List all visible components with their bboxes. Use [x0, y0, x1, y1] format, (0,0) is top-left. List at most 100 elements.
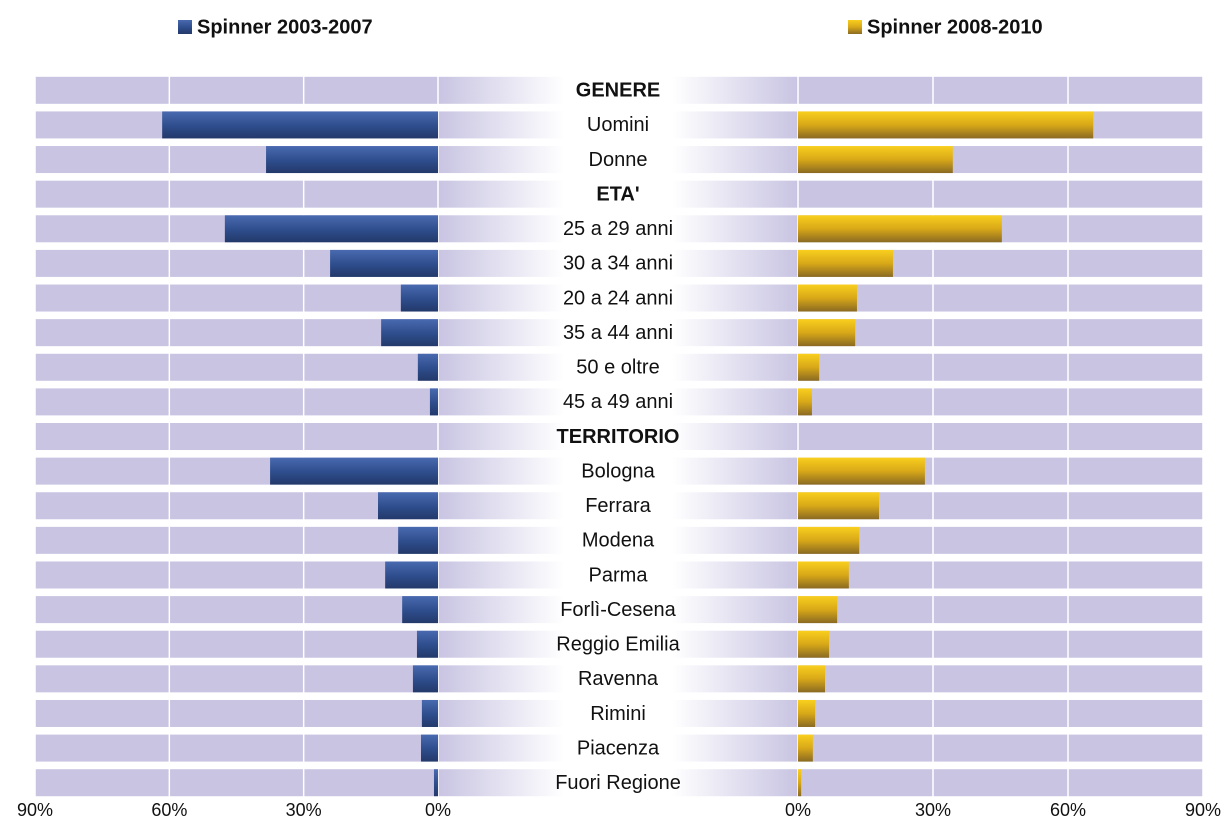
row-bg — [438, 561, 798, 589]
row-bg — [798, 423, 1203, 451]
bar — [798, 734, 813, 762]
bar — [798, 630, 830, 658]
row-bg — [35, 561, 438, 589]
bar — [420, 734, 438, 762]
x-tick-label: 30% — [915, 800, 951, 820]
bar — [798, 699, 816, 727]
legend-label: Spinner 2003-2007 — [197, 16, 373, 38]
bar — [421, 699, 438, 727]
bar — [377, 492, 438, 520]
x-tick-label: 0% — [785, 800, 811, 820]
row-bg — [438, 319, 798, 347]
row-bg — [798, 76, 1203, 104]
bar — [798, 353, 820, 381]
row-bg — [438, 492, 798, 520]
legend-swatch — [848, 20, 862, 34]
row-bg — [438, 249, 798, 277]
x-tick-label: 0% — [425, 800, 451, 820]
row-bg — [798, 769, 1203, 797]
row-bg — [35, 492, 438, 520]
row-bg — [798, 319, 1203, 347]
row-bg — [798, 596, 1203, 624]
row-bg — [438, 596, 798, 624]
bar — [798, 665, 825, 693]
category-label: Reggio Emilia — [556, 634, 680, 656]
row-bg — [35, 76, 438, 104]
bar — [270, 457, 438, 485]
row-bg — [438, 284, 798, 312]
row-bg — [35, 699, 438, 727]
row-bg — [438, 699, 798, 727]
row-bg — [798, 734, 1203, 762]
x-tick-label: 60% — [151, 800, 187, 820]
bar — [798, 457, 925, 485]
row-bg — [35, 353, 438, 381]
x-tick-label: 60% — [1050, 800, 1086, 820]
row-bg — [438, 146, 798, 174]
row-bg — [438, 353, 798, 381]
row-bg — [798, 630, 1203, 658]
bar — [330, 249, 438, 277]
category-label: Forlì-Cesena — [560, 599, 676, 621]
row-bg — [438, 388, 798, 416]
bar — [398, 526, 438, 554]
row-bg — [798, 526, 1203, 554]
row-bg — [798, 388, 1203, 416]
legend-swatch — [178, 20, 192, 34]
bar — [417, 353, 438, 381]
category-label: Modena — [582, 530, 655, 552]
bar — [798, 388, 812, 416]
category-label: Donne — [589, 149, 648, 171]
row-bg — [35, 388, 438, 416]
row-bg — [35, 526, 438, 554]
category-label: 25 a 29 anni — [563, 218, 673, 240]
category-label: Uomini — [587, 114, 649, 136]
category-label: Piacenza — [577, 737, 660, 759]
bar — [433, 769, 438, 797]
bar — [798, 215, 1002, 243]
bar — [266, 146, 438, 174]
row-bg — [798, 353, 1203, 381]
row-bg — [438, 215, 798, 243]
x-tick-label: 30% — [286, 800, 322, 820]
category-label: Rimini — [590, 703, 646, 725]
row-bg — [438, 423, 798, 451]
bar — [402, 596, 438, 624]
bar — [798, 319, 856, 347]
category-label: 30 a 34 anni — [563, 253, 673, 275]
row-bg — [438, 111, 798, 139]
row-bg — [35, 319, 438, 347]
row-bg — [35, 180, 438, 208]
category-label: Fuori Regione — [555, 772, 681, 794]
row-bg — [35, 284, 438, 312]
bar — [798, 111, 1094, 139]
bar — [385, 561, 438, 589]
bar — [798, 284, 857, 312]
category-label: Parma — [589, 564, 649, 586]
bar — [798, 249, 893, 277]
row-bg — [35, 769, 438, 797]
bar — [381, 319, 438, 347]
row-bg — [438, 630, 798, 658]
bar — [162, 111, 438, 139]
row-bg — [798, 665, 1203, 693]
category-label: 45 a 49 anni — [563, 391, 673, 413]
category-label: TERRITORIO — [557, 426, 680, 448]
row-bg — [438, 180, 798, 208]
category-label: ETA' — [596, 183, 639, 205]
bar — [798, 596, 838, 624]
row-bg — [438, 769, 798, 797]
row-bg — [798, 561, 1203, 589]
row-bg — [35, 630, 438, 658]
bar — [224, 215, 438, 243]
legend-label: Spinner 2008-2010 — [867, 16, 1043, 38]
bar — [798, 769, 802, 797]
row-bg — [438, 457, 798, 485]
bar — [400, 284, 438, 312]
category-label: 20 a 24 anni — [563, 287, 673, 309]
bar — [798, 492, 879, 520]
category-label: 35 a 44 anni — [563, 322, 673, 344]
row-bg — [35, 734, 438, 762]
category-label: GENERE — [576, 80, 660, 102]
bar — [798, 526, 860, 554]
